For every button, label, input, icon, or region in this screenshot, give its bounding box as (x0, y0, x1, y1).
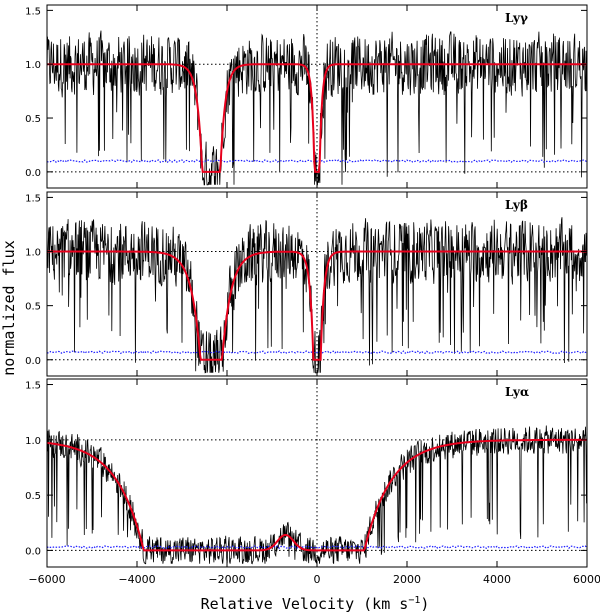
x-tick-label: −4000 (118, 573, 155, 586)
y-tick-label: 0.0 (25, 546, 41, 557)
x-axis-label: Relative Velocity (km s−1) (201, 595, 430, 613)
model-fit (47, 438, 587, 552)
y-tick-label: 1.0 (25, 436, 41, 447)
x-tick-label: 6000 (573, 573, 600, 586)
error-spectrum (47, 350, 587, 355)
panel-2: 0.0 0.5 1.0 1.5 Lyβ (25, 191, 588, 377)
panel-label: Lyγ (505, 11, 528, 25)
x-tick-label: −6000 (28, 573, 65, 586)
y-tick-label: 0.5 (25, 114, 41, 125)
panel-label: Lyα (505, 385, 529, 399)
x-tick-label: 4000 (483, 573, 511, 586)
x-tick-label: 2000 (393, 573, 421, 586)
x-tick-label: −2000 (208, 573, 245, 586)
y-tick-label: 0.5 (25, 302, 41, 313)
y-tick-label: 1.5 (25, 381, 41, 392)
y-tick-label: 1.0 (25, 248, 41, 259)
y-tick-label: 0.5 (25, 491, 41, 502)
x-tick-label: 0 (314, 573, 321, 586)
x-axis-label-exponent: −1 (408, 595, 420, 606)
x-axis-label-close: ) (420, 595, 429, 613)
panel-1: 0.0 0.5 1.0 1.5 Lyγ (25, 4, 588, 189)
x-axis-label-main: Relative Velocity (km s (201, 595, 409, 613)
y-axis-label: normalized flux (0, 240, 18, 375)
error-spectrum (47, 545, 587, 550)
panel-label: Lyβ (505, 198, 528, 212)
observed-spectrum (47, 425, 587, 565)
y-tick-label: 1.5 (25, 6, 41, 17)
model-fit (47, 250, 587, 361)
y-tick-label: 0.0 (25, 356, 41, 367)
model-fit (47, 63, 587, 173)
y-tick-label: 1.5 (25, 193, 41, 204)
y-tick-label: 0.0 (25, 168, 41, 179)
panel-3: 0.0 0.5 1.0 1.5 Lyα (25, 378, 588, 568)
error-spectrum (47, 159, 587, 163)
panels-layer: 0.0 0.5 1.0 1.5 Lyγ 0.0 0.5 1.0 1.5 Lyβ 0.0 0.5 1.0 1… (25, 4, 600, 586)
y-tick-label: 1.0 (25, 60, 41, 71)
